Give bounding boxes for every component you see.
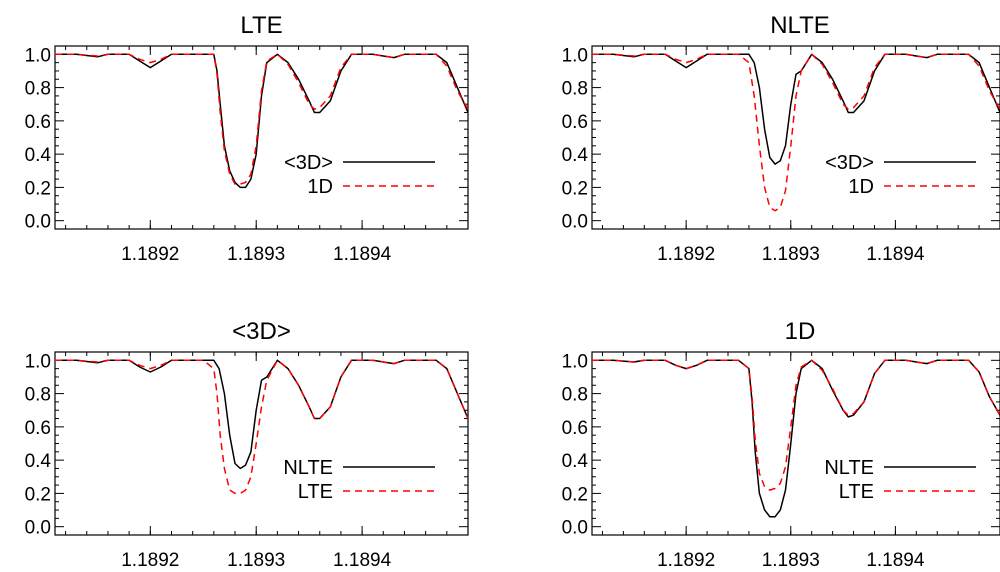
legend-label: <3D> [284, 152, 333, 174]
chart-title: LTE [240, 12, 282, 39]
y-tick-label: 0.4 [562, 451, 589, 472]
x-tick-label: 1.1892 [121, 550, 179, 571]
x-tick-label: 1.1893 [762, 550, 820, 571]
series-line-2 [55, 53, 468, 185]
y-tick-label: 0.2 [562, 178, 588, 199]
x-tick-label: 1.1894 [866, 244, 925, 265]
y-tick-label: 1.0 [25, 351, 51, 372]
y-tick-label: 0.6 [25, 112, 51, 133]
y-tick-label: 1.0 [25, 45, 51, 66]
x-tick-label: 1.1894 [333, 244, 392, 265]
y-tick-label: 0.0 [25, 212, 51, 233]
x-tick-label: 1.1892 [657, 244, 715, 265]
x-tick-label: 1.1894 [333, 550, 392, 571]
x-tick-label: 1.1893 [227, 244, 285, 265]
y-tick-label: 0.4 [25, 451, 52, 472]
series-line-2 [592, 53, 1000, 212]
y-tick-label: 0.6 [25, 418, 51, 439]
y-tick-label: 1.0 [562, 351, 588, 372]
y-tick-label: 0.0 [562, 518, 588, 539]
y-tick-label: 0.2 [25, 484, 51, 505]
chart-title: <3D> [232, 318, 291, 345]
legend-label: 1D [307, 176, 333, 198]
y-tick-label: 0.2 [562, 484, 588, 505]
legend-label: LTE [298, 481, 333, 503]
legend-label: LTE [839, 481, 874, 503]
series-line-2 [592, 359, 1000, 491]
chart-panel-4: 1D 1.1892 1.1893 1.1894 1.0 0.8 0.6 0.4 0.2 0.0 NL… [562, 318, 1000, 571]
plot-frame [591, 351, 1000, 536]
series-line-1 [592, 359, 1000, 518]
legend-label: NLTE [283, 457, 333, 479]
chart-title: NLTE [770, 12, 830, 39]
legend: <3D>1D [284, 152, 435, 198]
plot-frame [54, 45, 469, 230]
chart-panel-1: LTE 1.1892 1.1893 1.1894 1.0 0.8 0.6 0.4 0.2 0.0 <… [25, 12, 469, 265]
chart-title: 1D [785, 318, 816, 345]
x-tick-label: 1.1892 [121, 244, 179, 265]
legend-label: 1D [848, 176, 874, 198]
y-tick-label: 0.2 [25, 178, 51, 199]
legend: <3D>1D [825, 152, 976, 198]
y-tick-label: 0.6 [562, 418, 588, 439]
series-line-1 [55, 359, 468, 470]
y-tick-label: 0.6 [562, 112, 588, 133]
y-tick-label: 0.8 [25, 79, 51, 100]
legend-label: <3D> [825, 152, 874, 174]
y-tick-label: 0.0 [25, 518, 51, 539]
chart-panel-2: NLTE 1.1892 1.1893 1.1894 1.0 0.8 0.6 0.4 0.2 0.0… [562, 12, 1000, 265]
x-tick-label: 1.1893 [227, 550, 285, 571]
y-tick-label: 0.8 [25, 385, 51, 406]
y-tick-label: 0.0 [562, 212, 588, 233]
x-tick-label: 1.1892 [657, 550, 715, 571]
y-tick-label: 0.4 [562, 145, 589, 166]
series-line-1 [592, 53, 1000, 165]
y-tick-label: 0.8 [562, 79, 588, 100]
x-tick-label: 1.1894 [866, 550, 925, 571]
legend-label: NLTE [824, 457, 874, 479]
y-tick-label: 1.0 [562, 45, 588, 66]
y-tick-label: 0.8 [562, 385, 588, 406]
y-tick-label: 0.4 [25, 145, 52, 166]
x-tick-label: 1.1893 [762, 244, 820, 265]
series-line-1 [55, 53, 468, 189]
series-line-2 [55, 359, 468, 495]
chart-panel-3: <3D> 1.1892 1.1893 1.1894 1.0 0.8 0.6 0.4 0.2 0.0… [25, 318, 469, 571]
